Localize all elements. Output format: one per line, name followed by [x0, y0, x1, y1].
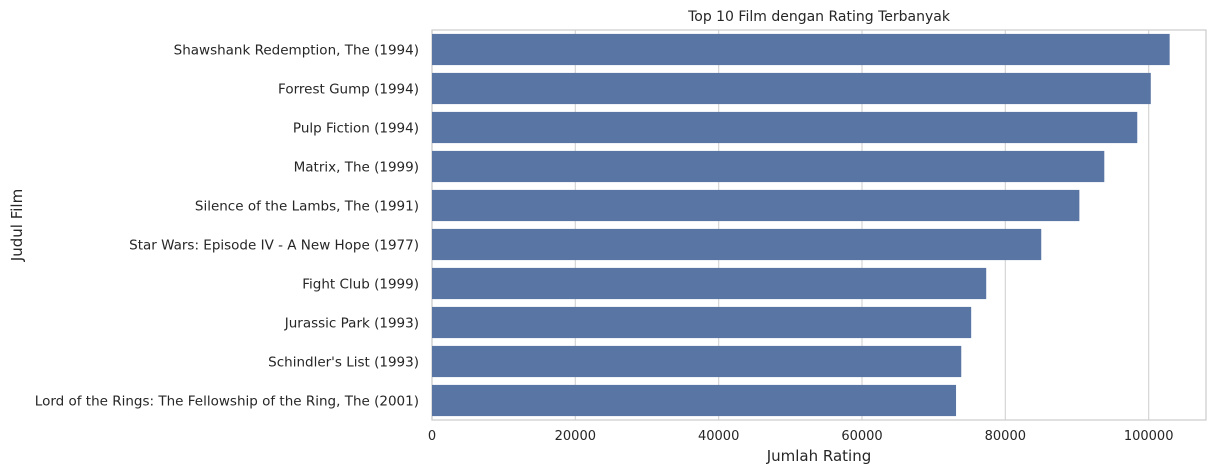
- bar: [432, 72, 1151, 105]
- y-category-label: Schindler's List (1993): [268, 355, 419, 371]
- y-category-label: Jurassic Park (1993): [284, 316, 419, 332]
- bar: [432, 345, 962, 378]
- y-category-label: Shawshank Redemption, The (1994): [174, 43, 419, 59]
- y-category-label: Silence of the Lambs, The (1991): [195, 199, 419, 215]
- x-tick-label: 40000: [698, 429, 739, 444]
- bar: [432, 267, 987, 300]
- bar: [432, 228, 1042, 261]
- bar: [432, 150, 1105, 183]
- x-tick-label: 60000: [841, 429, 882, 444]
- bar: [432, 111, 1138, 144]
- y-category-label: Pulp Fiction (1994): [293, 121, 419, 137]
- y-category-label: Forrest Gump (1994): [278, 82, 419, 98]
- y-category-label: Matrix, The (1999): [294, 160, 419, 176]
- y-category-label: Star Wars: Episode IV - A New Hope (1977…: [129, 238, 419, 254]
- x-tick-label: 0: [428, 429, 436, 444]
- x-tick-label: 100000: [1124, 429, 1174, 444]
- y-axis-label: Judul Film: [8, 189, 26, 262]
- y-axis-category-labels: Shawshank Redemption, The (1994) Forrest …: [35, 43, 419, 410]
- bars: [432, 33, 1170, 417]
- bar: [432, 384, 957, 417]
- y-category-label: Fight Club (1999): [302, 277, 419, 293]
- x-tick-label: 80000: [985, 429, 1026, 444]
- bar: [432, 306, 972, 339]
- bar: [432, 33, 1170, 66]
- chart-title: Top 10 Film dengan Rating Terbanyak: [687, 9, 951, 25]
- bar: [432, 189, 1080, 222]
- plot-frame: [431, 29, 1207, 421]
- x-tick-label: 20000: [555, 429, 596, 444]
- y-category-label: Lord of the Rings: The Fellowship of the…: [35, 394, 419, 410]
- x-axis-ticks: 0 20000 40000 60000 80000 100000: [428, 429, 1174, 444]
- x-axis-label: Jumlah Rating: [766, 447, 872, 465]
